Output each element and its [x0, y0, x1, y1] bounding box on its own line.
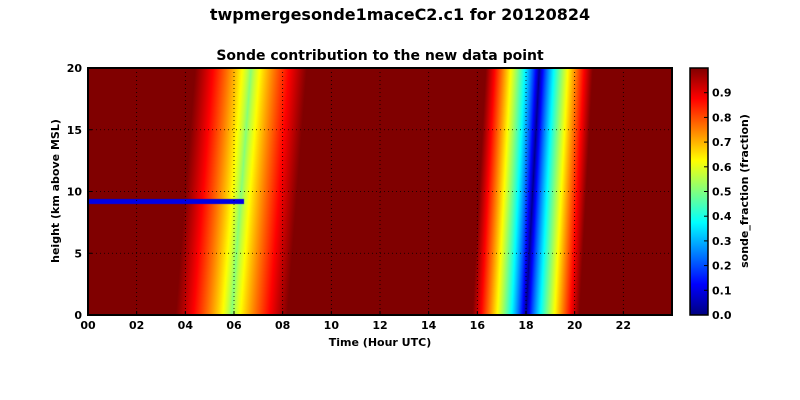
- colorbar-image: [690, 68, 708, 315]
- x-tick-label: 10: [324, 319, 340, 332]
- plot-area: [87, 67, 673, 316]
- x-tick-label: 12: [372, 319, 387, 332]
- x-axis: 00 02 04 06 08 10 12 14 16 18 20 22: [80, 311, 631, 332]
- colorbar-tick-label: 0.5: [712, 186, 732, 199]
- y-axis-label: height (km above MSL): [49, 119, 62, 263]
- colorbar-tick-label: 0.2: [712, 260, 732, 273]
- x-tick-label: 14: [421, 319, 437, 332]
- y-tick-label: 20: [67, 62, 83, 75]
- colorbar-tick-label: 0.6: [712, 161, 732, 174]
- page-title: twpmergesonde1maceC2.c1 for 20120824: [210, 5, 590, 24]
- colorbar-tick-label: 0.3: [712, 235, 732, 248]
- y-tick-label: 15: [67, 124, 82, 137]
- colorbar-tick-label: 0.0: [712, 309, 732, 322]
- y-axis: 0 5 10 15 20: [67, 62, 92, 322]
- colorbar: 0.0 0.1 0.2 0.3 0.4 0.5 0.6 0.7 0.8 0.9 sonde_fra…: [689, 67, 751, 322]
- x-tick-label: 04: [178, 319, 194, 332]
- x-tick-label: 18: [518, 319, 533, 332]
- colorbar-tick-label: 0.7: [712, 136, 732, 149]
- x-tick-label: 20: [567, 319, 583, 332]
- x-axis-label: Time (Hour UTC): [329, 336, 431, 349]
- x-tick-label: 00: [80, 319, 96, 332]
- colorbar-label: sonde_fraction (fraction): [738, 114, 751, 268]
- colorbar-tick-label: 0.1: [712, 284, 732, 297]
- colorbar-tick-label: 0.9: [712, 87, 732, 100]
- y-tick-label: 5: [74, 247, 82, 260]
- colorbar-tick-label: 0.8: [712, 111, 732, 124]
- colorbar-tick-label: 0.4: [712, 210, 732, 223]
- y-tick-label: 10: [67, 186, 83, 199]
- x-tick-label: 02: [129, 319, 144, 332]
- x-tick-label: 08: [275, 319, 290, 332]
- grid-lines: [88, 68, 672, 315]
- x-tick-label: 06: [226, 319, 242, 332]
- y-tick-label: 0: [74, 309, 82, 322]
- x-tick-label: 16: [470, 319, 486, 332]
- chart-title: Sonde contribution to the new data point: [216, 48, 544, 64]
- colorbar-ticks: 0.0 0.1 0.2 0.3 0.4 0.5 0.6 0.7 0.8 0.9: [704, 87, 732, 322]
- x-tick-label: 22: [616, 319, 631, 332]
